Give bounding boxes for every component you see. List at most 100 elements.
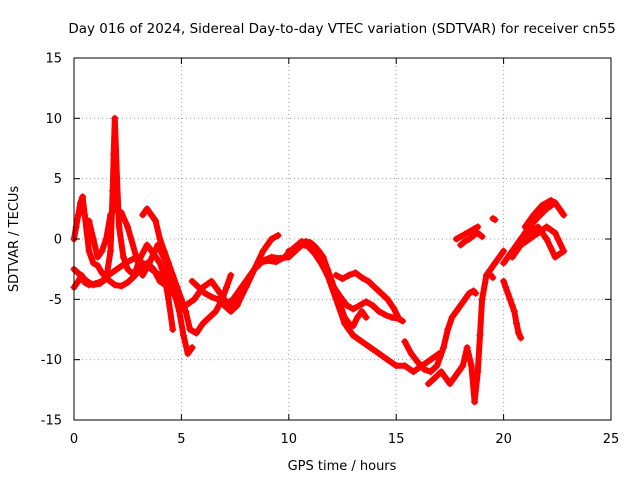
data-point (85, 217, 93, 225)
data-point (205, 313, 213, 321)
data-point (446, 380, 454, 388)
data-point (366, 344, 374, 352)
data-point (530, 211, 538, 219)
data-point (317, 259, 325, 267)
data-point (117, 282, 125, 290)
data-point (414, 358, 422, 366)
data-point (369, 301, 377, 309)
y-tick-label: -5 (49, 293, 62, 308)
data-point (339, 275, 346, 283)
y-axis-label: SDTVAR / TECUs (7, 186, 22, 293)
data-point (489, 274, 497, 282)
data-point (165, 295, 173, 303)
data-point (407, 350, 415, 358)
data-point (452, 235, 460, 243)
data-point (130, 271, 138, 279)
series-track-20 (517, 223, 567, 261)
data-point (89, 235, 97, 243)
data-point (465, 289, 473, 297)
data-point (74, 211, 82, 219)
data-point (401, 338, 409, 346)
data-point (216, 289, 224, 297)
series-layer (70, 114, 568, 406)
data-point (214, 295, 222, 303)
data-point (180, 332, 188, 340)
data-point (233, 301, 241, 309)
data-point (143, 205, 151, 213)
data-point (515, 329, 523, 337)
data-point (390, 305, 398, 313)
data-point (149, 265, 157, 273)
data-point (89, 281, 97, 289)
data-point (332, 271, 340, 279)
y-tick-label: -15 (41, 414, 62, 429)
data-point (474, 368, 482, 376)
data-point (173, 283, 181, 291)
data-point (109, 187, 117, 195)
data-point (439, 344, 447, 352)
series-track-09 (285, 242, 406, 325)
x-tick-label: 10 (281, 432, 298, 447)
data-point (156, 259, 164, 267)
data-point (81, 211, 89, 219)
data-point (94, 253, 102, 261)
data-point (371, 283, 379, 291)
data-point (274, 231, 282, 239)
data-point (551, 199, 559, 207)
x-tick-label: 25 (603, 432, 620, 447)
data-point (377, 289, 385, 297)
data-point (152, 217, 160, 225)
data-point (467, 362, 475, 370)
data-point (139, 211, 147, 219)
data-point (186, 326, 194, 333)
data-point (491, 259, 499, 267)
data-point (111, 114, 119, 122)
ticks: 0 5 10 15 20 25 -15 -10 -5 0 5 10 15 (41, 52, 620, 448)
data-point (115, 223, 123, 231)
data-point (311, 249, 319, 257)
data-point (431, 374, 439, 382)
data-point (345, 271, 353, 279)
data-point (182, 307, 190, 315)
data-point (285, 247, 293, 255)
data-point (392, 362, 400, 370)
data-point (471, 398, 479, 406)
data-point (452, 307, 460, 315)
data-point (201, 289, 209, 297)
data-point (220, 301, 228, 309)
data-point (102, 275, 110, 283)
x-axis-label: GPS time / hours (288, 459, 397, 474)
data-point (175, 307, 183, 315)
data-point (491, 216, 499, 224)
x-tick-label: 20 (495, 432, 512, 447)
data-point (560, 247, 568, 255)
data-point (74, 277, 82, 285)
data-point (188, 277, 196, 285)
data-point (102, 235, 110, 243)
data-point (521, 223, 529, 231)
data-point (375, 350, 383, 358)
data-point (188, 344, 196, 352)
data-point (465, 235, 473, 243)
data-point (543, 235, 551, 243)
data-point (124, 223, 132, 231)
data-point (510, 307, 518, 315)
data-point (349, 305, 357, 313)
data-point (474, 223, 482, 231)
data-point (502, 283, 510, 291)
data-point (199, 319, 207, 327)
data-point (457, 301, 465, 309)
data-point (461, 295, 469, 303)
data-point (517, 334, 525, 342)
data-point (461, 230, 469, 238)
data-point (173, 295, 181, 303)
data-point (381, 311, 389, 319)
data-point (343, 301, 351, 309)
data-point (246, 271, 254, 279)
data-point (474, 229, 482, 237)
data-point (238, 283, 246, 291)
data-point (207, 293, 215, 301)
data-point (459, 362, 467, 370)
data-point (427, 368, 435, 376)
